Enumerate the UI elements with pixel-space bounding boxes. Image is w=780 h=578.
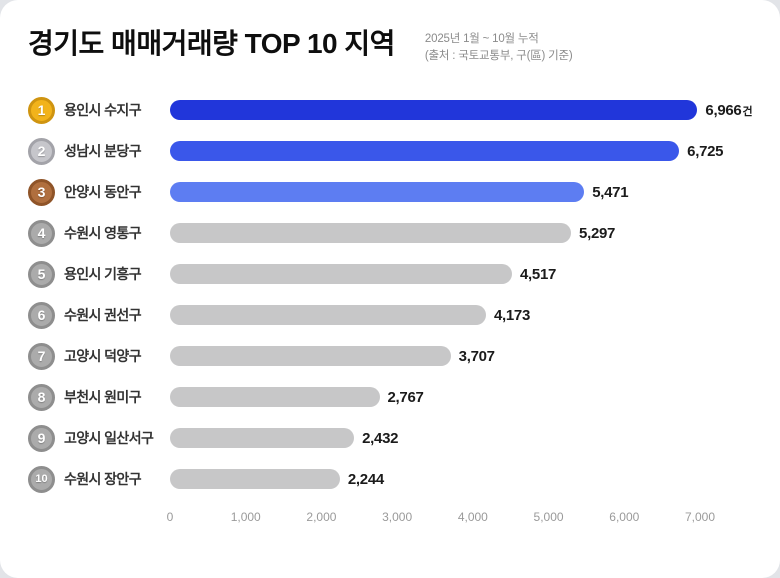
value-label: 2,767 <box>387 388 424 406</box>
x-tick: 6,000 <box>609 509 640 524</box>
bar-track: 2,244 <box>170 469 700 489</box>
value-label: 5,297 <box>579 224 616 242</box>
value-bar <box>170 223 572 243</box>
value-bar <box>170 100 698 120</box>
region-label: 수원시 권선구 <box>64 307 142 323</box>
bar-track: 4,517 <box>170 264 700 284</box>
rank-badge: 10 <box>28 465 55 493</box>
bar-chart: 1 용인시 수지구 6,966건 2 성남시 분당구 6,725 3 안양시 동안구 5,471… <box>0 90 780 500</box>
value-bar <box>170 387 380 407</box>
subtitle-line2: (출처 : 국토교통부, 구(區) 기준) <box>424 50 573 63</box>
value-label: 2,244 <box>347 470 384 488</box>
region-label: 수원시 장안구 <box>64 471 142 487</box>
value-label: 5,471 <box>592 183 629 201</box>
value-label: 6,966건 <box>705 101 753 119</box>
x-tick: 1,000 <box>230 509 261 524</box>
rank-badge: 2 <box>28 137 55 165</box>
rank-badge: 3 <box>28 178 55 206</box>
x-tick: 7,000 <box>684 509 716 524</box>
chart-row: 3 안양시 동안구 5,471 <box>28 172 780 213</box>
page-title: 경기도 매매거래량 TOP 10 지역 <box>28 28 395 59</box>
chart-row: 1 용인시 수지구 6,966건 <box>28 90 780 131</box>
region-label: 안양시 동안구 <box>64 184 142 200</box>
x-axis: 0 1,000 2,000 3,000 4,000 5,000 6,000 7,000 <box>166 509 715 528</box>
value-bar <box>170 182 585 202</box>
chart-row: 2 성남시 분당구 6,725 <box>28 131 780 172</box>
chart-row: 7 고양시 덕양구 3,707 <box>28 336 780 377</box>
value-bar <box>170 428 355 448</box>
region-label: 고양시 덕양구 <box>64 348 142 364</box>
region-label: 고양시 일산서구 <box>64 430 154 446</box>
chart-row: 8 부천시 원미구 2,767 <box>28 377 780 418</box>
rank-badge: 1 <box>28 96 55 124</box>
bar-track: 5,297 <box>170 223 700 243</box>
rank-badge: 7 <box>28 342 55 370</box>
bar-track: 6,725 <box>170 141 724 161</box>
unit-suffix: 건 <box>742 105 753 118</box>
subtitle-line1: 2025년 1월 ~ 10월 누적 <box>424 33 539 45</box>
chart-row: 6 수원시 권선구 4,173 <box>28 295 780 336</box>
region-label: 성남시 분당구 <box>64 143 142 159</box>
rank-badge: 5 <box>28 260 55 288</box>
value-bar <box>170 469 340 489</box>
x-tick: 2,000 <box>306 509 337 524</box>
rank-badge: 8 <box>28 383 55 411</box>
region-label: 부천시 원미구 <box>64 389 142 405</box>
value-bar <box>170 141 680 161</box>
value-bar <box>170 305 486 325</box>
chart-row: 10 수원시 장안구 2,244 <box>28 459 780 500</box>
bar-track: 2,767 <box>170 387 700 407</box>
value-label: 4,517 <box>520 265 557 283</box>
value-label: 4,173 <box>493 306 530 324</box>
chart-subtitle: 2025년 1월 ~ 10월 누적 (출처 : 국토교통부, 구(區) 기준) <box>425 31 573 66</box>
chart-header: 경기도 매매거래량 TOP 10 지역 2025년 1월 ~ 10월 누적 (출… <box>0 0 780 66</box>
bar-track: 6,966건 <box>170 100 753 120</box>
value-label: 3,707 <box>458 347 495 365</box>
rank-badge: 9 <box>28 424 55 452</box>
chart-row: 9 고양시 일산서구 2,432 <box>28 418 780 459</box>
chart-row: 4 수원시 영통구 5,297 <box>28 213 780 254</box>
value-bar <box>170 346 451 366</box>
bar-track: 5,471 <box>170 182 700 202</box>
region-label: 수원시 영통구 <box>64 225 142 241</box>
rank-badge: 4 <box>28 219 55 247</box>
region-label: 용인시 기흥구 <box>64 266 142 282</box>
bar-track: 4,173 <box>170 305 700 325</box>
chart-rows: 1 용인시 수지구 6,966건 2 성남시 분당구 6,725 3 안양시 동안구 5,471… <box>28 90 780 500</box>
value-bar <box>170 264 512 284</box>
value-label: 6,725 <box>687 142 724 160</box>
x-tick: 5,000 <box>533 509 564 524</box>
x-tick: 4,000 <box>457 509 488 524</box>
bar-track: 3,707 <box>170 346 700 366</box>
x-tick: 3,000 <box>382 509 413 524</box>
value-label: 2,432 <box>362 429 399 447</box>
chart-row: 5 용인시 기흥구 4,517 <box>28 254 780 295</box>
x-tick: 0 <box>166 509 174 524</box>
bar-track: 2,432 <box>170 428 700 448</box>
region-label: 용인시 수지구 <box>64 102 142 118</box>
rank-badge: 6 <box>28 301 55 329</box>
